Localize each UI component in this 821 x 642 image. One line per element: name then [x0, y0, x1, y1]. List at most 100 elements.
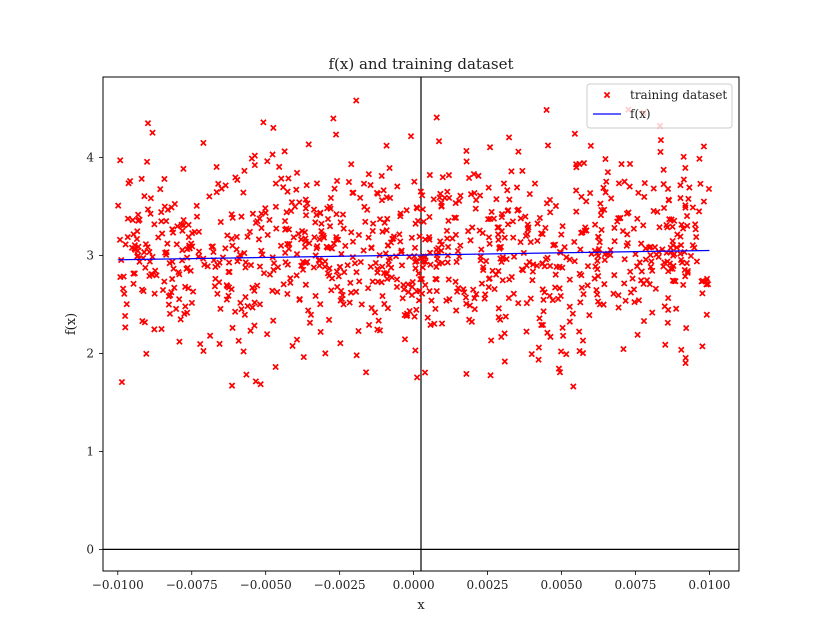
- training-point: [238, 213, 245, 220]
- training-point: [444, 235, 451, 242]
- training-point: [211, 283, 219, 290]
- training-point: [411, 313, 418, 320]
- training-point: [463, 147, 470, 155]
- training-point: [575, 328, 583, 335]
- training-point: [435, 138, 443, 145]
- training-point: [540, 308, 547, 315]
- training-point: [234, 258, 241, 265]
- training-point: [275, 163, 283, 171]
- training-point: [693, 258, 701, 265]
- training-point: [424, 314, 431, 321]
- training-point: [669, 237, 676, 245]
- training-point: [417, 255, 425, 262]
- training-point: [281, 217, 289, 225]
- training-point: [272, 363, 279, 371]
- training-point: [180, 216, 187, 224]
- training-point: [333, 177, 341, 185]
- training-point: [380, 269, 388, 277]
- training-point: [255, 236, 263, 243]
- training-point: [149, 129, 156, 136]
- training-point: [546, 292, 553, 300]
- training-point: [439, 174, 447, 181]
- training-point: [513, 184, 521, 191]
- training-point: [596, 238, 603, 246]
- training-point: [677, 194, 684, 202]
- training-point: [443, 227, 451, 235]
- training-point: [630, 225, 638, 232]
- training-point: [669, 265, 676, 272]
- x-tick-label: −0.0025: [314, 578, 366, 592]
- training-point: [301, 243, 309, 251]
- training-point: [543, 106, 550, 114]
- training-point: [223, 281, 230, 289]
- training-point: [281, 249, 289, 257]
- training-point: [169, 258, 176, 266]
- training-point: [353, 268, 360, 276]
- training-point: [403, 207, 410, 214]
- training-point: [164, 240, 171, 247]
- training-point: [362, 218, 369, 225]
- training-point: [529, 268, 537, 275]
- training-point: [615, 180, 623, 187]
- training-point: [317, 300, 324, 308]
- x-tick-label: −0.0100: [92, 578, 144, 592]
- training-point: [635, 189, 642, 197]
- training-point: [269, 317, 277, 324]
- chart-title: f(x) and training dataset: [328, 55, 513, 73]
- training-point: [445, 171, 453, 179]
- training-point: [452, 278, 459, 285]
- training-point: [413, 374, 421, 381]
- training-point: [240, 189, 247, 196]
- training-point: [262, 209, 269, 217]
- training-point: [123, 300, 130, 308]
- training-point: [640, 280, 647, 288]
- training-point: [422, 281, 429, 289]
- training-point: [657, 148, 664, 156]
- training-point: [686, 184, 693, 191]
- training-point: [546, 209, 554, 216]
- training-point: [485, 184, 492, 191]
- training-point: [622, 297, 629, 304]
- training-point: [418, 275, 426, 283]
- training-point: [232, 174, 239, 181]
- training-point: [320, 234, 328, 241]
- training-point: [647, 263, 654, 271]
- training-point: [427, 321, 434, 329]
- training-point: [444, 243, 452, 251]
- training-point: [672, 305, 680, 312]
- training-point: [656, 224, 663, 231]
- training-point: [559, 264, 566, 271]
- training-point: [469, 224, 476, 231]
- training-point: [597, 200, 604, 207]
- training-point: [687, 252, 695, 260]
- training-point: [246, 228, 254, 236]
- training-point: [642, 256, 650, 263]
- training-point: [206, 193, 213, 200]
- training-point: [387, 264, 395, 271]
- training-point: [116, 157, 124, 164]
- training-point: [505, 134, 513, 141]
- training-point: [452, 199, 459, 207]
- training-point: [420, 218, 427, 225]
- training-point: [326, 223, 334, 230]
- training-point: [466, 302, 474, 309]
- training-point: [487, 215, 494, 223]
- training-point: [498, 227, 506, 235]
- training-point: [179, 246, 186, 254]
- training-point: [168, 204, 175, 211]
- x-tick-label: −0.0075: [166, 578, 218, 592]
- training-point: [222, 182, 229, 189]
- training-point: [219, 254, 227, 261]
- training-point: [547, 333, 554, 341]
- training-point: [209, 243, 216, 250]
- training-point: [674, 231, 681, 238]
- training-point: [478, 280, 486, 287]
- training-point: [411, 253, 418, 260]
- training-point: [289, 342, 296, 350]
- training-point: [433, 263, 440, 271]
- training-point: [321, 263, 329, 270]
- training-point: [594, 298, 602, 305]
- training-point: [371, 309, 379, 316]
- training-point: [556, 285, 563, 292]
- training-point: [572, 161, 580, 168]
